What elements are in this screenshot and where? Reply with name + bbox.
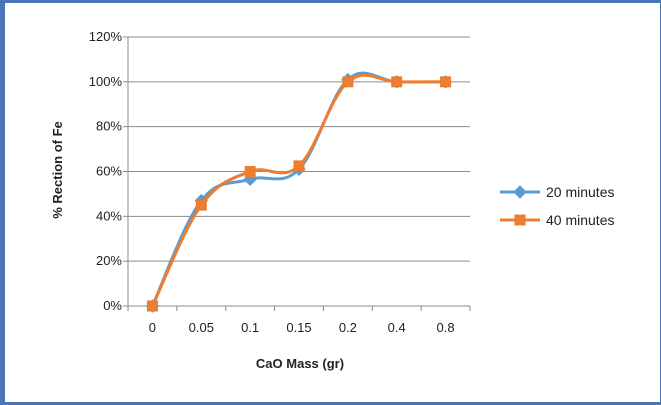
- y-tick-labels: 0% 20% 40% 60% 80% 100% 120%: [89, 29, 123, 313]
- x-tick-label: 0.15: [286, 320, 311, 335]
- legend-entry: 40 minutes: [500, 212, 614, 228]
- y-tick-label: 60%: [96, 164, 122, 179]
- data-point: [244, 166, 256, 177]
- x-axis-title: CaO Mass (gr): [256, 356, 344, 371]
- x-tick-label: 0: [149, 320, 156, 335]
- y-tick-label: 120%: [89, 29, 123, 44]
- data-point: [342, 76, 354, 88]
- x-tick-label: 0.1: [241, 320, 259, 335]
- x-tick-labels: 0 0.05 0.1 0.15 0.2 0.4 0.8: [149, 320, 455, 335]
- y-tick-label: 20%: [96, 253, 122, 268]
- legend: 20 minutes 40 minutes: [500, 184, 614, 228]
- y-tick-label: 40%: [96, 208, 122, 223]
- series-1: [145, 71, 453, 313]
- x-tick-label: 0.4: [388, 320, 406, 335]
- y-tick-label: 0%: [103, 298, 122, 313]
- x-tick-label: 0.2: [339, 320, 357, 335]
- series-line: [150, 73, 448, 308]
- legend-label: 20 minutes: [546, 184, 614, 200]
- y-tick-label: 100%: [89, 74, 123, 89]
- legend-marker: [514, 214, 526, 226]
- data-point: [440, 76, 452, 88]
- series-2: [146, 73, 452, 312]
- y-tick-label: 80%: [96, 119, 122, 134]
- grid-lines: [123, 36, 471, 311]
- legend-label: 40 minutes: [546, 212, 614, 228]
- data-point: [391, 76, 403, 88]
- data-point: [146, 300, 158, 312]
- series-line: [150, 71, 448, 308]
- x-tick-label: 0.05: [189, 320, 214, 335]
- x-tick-label: 0.8: [437, 320, 455, 335]
- y-axis-title: % Rection of Fe: [50, 121, 65, 219]
- data-point: [293, 160, 305, 172]
- legend-entry: 20 minutes: [500, 184, 614, 200]
- legend-marker: [513, 185, 527, 199]
- data-point: [195, 199, 207, 211]
- data-series: [145, 71, 453, 313]
